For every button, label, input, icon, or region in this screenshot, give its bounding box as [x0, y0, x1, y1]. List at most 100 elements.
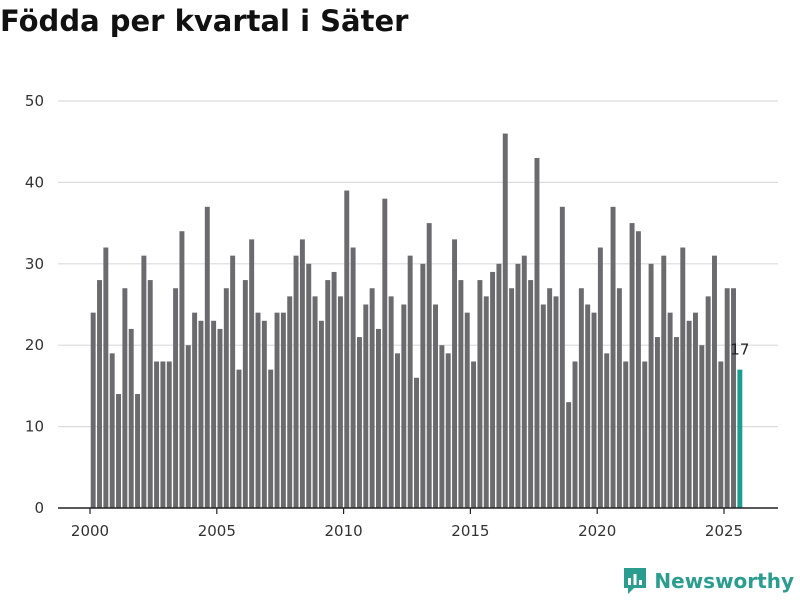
brand-logo: Newsworthy [622, 566, 794, 596]
bar [268, 369, 274, 508]
bar [673, 337, 679, 508]
bar [420, 263, 426, 508]
bar [490, 271, 496, 508]
y-tick-label: 0 [34, 499, 44, 517]
bar [198, 320, 204, 508]
bar [623, 361, 629, 508]
bar [661, 255, 667, 508]
x-tick-label: 2025 [705, 522, 743, 540]
bar [426, 223, 432, 508]
latest-value-label: 17 [730, 341, 749, 359]
bar [141, 255, 147, 508]
bar [173, 288, 179, 508]
bar [331, 271, 337, 508]
bar [135, 394, 141, 508]
bar [591, 312, 597, 508]
bar [718, 361, 724, 508]
bar [116, 394, 122, 508]
bar [509, 288, 515, 508]
chart-title: Födda per kvartal i Säter [0, 4, 409, 38]
bar [375, 328, 381, 508]
bar [496, 263, 502, 508]
y-tick-label: 20 [25, 336, 44, 354]
bar [547, 288, 553, 508]
bar [179, 231, 185, 509]
y-tick-label: 30 [25, 255, 44, 273]
bar [401, 304, 407, 508]
bar [464, 312, 470, 508]
bar [686, 320, 692, 508]
bar [439, 345, 445, 508]
bar [654, 337, 660, 508]
bar [306, 263, 312, 508]
bar [299, 239, 305, 508]
bar [553, 296, 559, 508]
bar [318, 320, 324, 508]
bar [616, 288, 622, 508]
bar [585, 304, 591, 508]
newsworthy-logo-icon [624, 568, 647, 594]
bar [502, 133, 508, 508]
x-tick-label: 2005 [198, 522, 236, 540]
bar [540, 304, 546, 508]
bar [578, 288, 584, 508]
bar [103, 247, 109, 508]
bar [230, 255, 236, 508]
bar [458, 280, 464, 508]
x-tick-label: 2020 [578, 522, 616, 540]
bar [433, 304, 439, 508]
bar [97, 280, 102, 508]
y-tick-label: 50 [25, 92, 44, 110]
bar [160, 361, 166, 508]
bar [211, 320, 217, 508]
bar [223, 288, 229, 508]
bar [483, 296, 489, 508]
bar [147, 280, 153, 508]
bar [680, 247, 686, 508]
bar [280, 312, 286, 508]
bar [597, 247, 603, 508]
bar [705, 296, 711, 508]
bar [471, 361, 477, 508]
bar [566, 402, 572, 508]
x-tick-label: 2010 [325, 522, 363, 540]
bar [388, 296, 394, 508]
bar [629, 223, 635, 508]
bar [699, 345, 705, 508]
bar [528, 280, 534, 508]
x-tick-label: 2000 [71, 522, 109, 540]
bar [731, 288, 736, 508]
bar [534, 157, 540, 509]
bars: 17 [90, 133, 749, 509]
bar [337, 296, 343, 508]
axes: 0 10 20 30 40 50 2000 2005 2010 2015 2020 2025 [25, 92, 778, 540]
bar [287, 296, 293, 508]
x-tick-label: 2015 [451, 522, 489, 540]
bar [166, 361, 172, 508]
bar [242, 280, 248, 508]
bar [452, 239, 458, 508]
bar [395, 353, 400, 508]
bar [128, 328, 134, 508]
bar [154, 361, 160, 508]
bar [249, 239, 255, 508]
bar [293, 255, 299, 508]
bar [312, 296, 318, 508]
bar [261, 320, 267, 508]
bar [414, 377, 419, 508]
bar [363, 304, 369, 508]
bar [369, 288, 375, 508]
bar [325, 280, 331, 508]
bar [407, 255, 413, 508]
bar [635, 231, 641, 509]
y-tick-label: 10 [25, 418, 44, 436]
bar [445, 353, 451, 508]
bar [610, 206, 616, 508]
bar-latest [737, 369, 743, 508]
bar [204, 206, 210, 508]
bar [90, 312, 96, 508]
bar [692, 312, 698, 508]
bar [344, 190, 350, 509]
bar [109, 353, 115, 508]
